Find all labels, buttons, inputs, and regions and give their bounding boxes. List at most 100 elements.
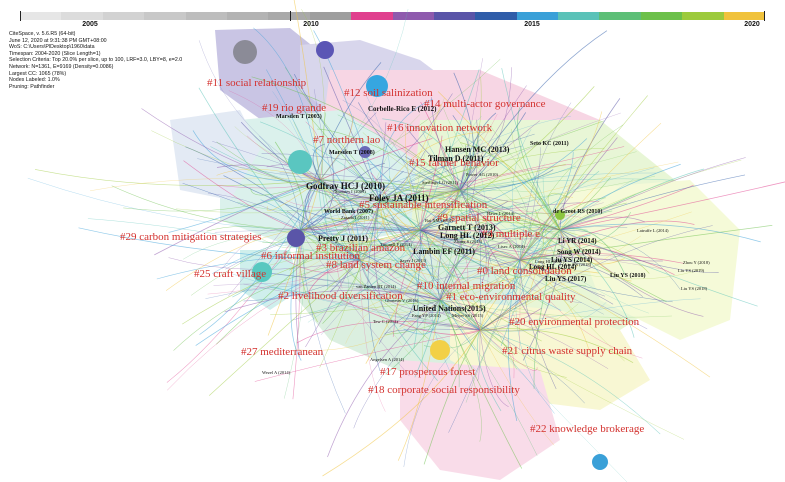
cluster-label: #17 prosperous forest bbox=[380, 366, 476, 378]
cluster-label: #1 eco-environmental quality bbox=[446, 291, 576, 303]
meta-line: June 12, 2020 at 9:31:38 PM GMT+08:00 bbox=[9, 37, 107, 44]
link-line bbox=[419, 138, 588, 231]
link-line bbox=[251, 76, 461, 191]
link-line bbox=[479, 279, 512, 331]
link-line bbox=[246, 135, 321, 181]
link-line bbox=[461, 217, 561, 236]
timeline-year-2020: 2020 bbox=[744, 21, 760, 28]
node-label: United Nations(2015) bbox=[413, 304, 486, 313]
link-line bbox=[559, 194, 636, 231]
link-line bbox=[505, 259, 521, 295]
link-line bbox=[559, 229, 635, 338]
link-line bbox=[419, 229, 454, 278]
link-line bbox=[439, 267, 576, 301]
link-line bbox=[387, 229, 561, 324]
link-line bbox=[459, 120, 540, 191]
link-line bbox=[476, 329, 502, 412]
link-line bbox=[308, 229, 421, 314]
link-line bbox=[517, 107, 561, 231]
link-line bbox=[322, 329, 481, 477]
link-line bbox=[290, 229, 302, 361]
minor-node-label: Fang YP (2014) bbox=[412, 313, 441, 318]
link-line bbox=[302, 109, 381, 201]
link-line bbox=[299, 163, 385, 231]
link-line bbox=[359, 259, 411, 356]
link-line bbox=[359, 259, 451, 314]
minor-node-label: Glorieux V (2016) bbox=[385, 298, 419, 303]
timeline-segment bbox=[516, 12, 559, 20]
link-line bbox=[440, 259, 521, 292]
node-label: Liu YS (2018) bbox=[610, 273, 646, 279]
link-line bbox=[305, 121, 323, 181]
link-line bbox=[151, 130, 381, 201]
link-line bbox=[359, 259, 438, 278]
link-line bbox=[419, 135, 443, 231]
link-line bbox=[167, 259, 361, 391]
link-line bbox=[479, 298, 701, 331]
meta-line: Selection Criteria: Top 20.0% per slice,… bbox=[9, 57, 183, 64]
link-line bbox=[459, 189, 667, 303]
link-line bbox=[414, 299, 441, 378]
link-line bbox=[225, 226, 421, 270]
timeline-segment bbox=[226, 12, 269, 20]
link-line bbox=[559, 216, 646, 231]
link-line bbox=[452, 267, 481, 331]
minor-node-label: Latruffe L (2014) bbox=[637, 228, 669, 233]
link-line bbox=[231, 273, 481, 331]
link-line bbox=[457, 189, 493, 225]
link-line bbox=[362, 132, 461, 191]
link-line bbox=[379, 199, 627, 214]
timeline-year-2015: 2015 bbox=[524, 21, 540, 28]
cluster-label: #15 farmer behavior bbox=[409, 157, 499, 169]
link-line bbox=[465, 229, 561, 403]
link-line bbox=[479, 329, 628, 482]
link-line bbox=[293, 121, 361, 261]
link-line bbox=[216, 168, 321, 181]
link-line bbox=[513, 229, 561, 293]
link-line bbox=[345, 298, 441, 344]
link-line bbox=[299, 164, 453, 231]
link-line bbox=[459, 189, 492, 265]
link-line bbox=[243, 229, 421, 302]
link-line bbox=[379, 199, 418, 252]
link-line bbox=[299, 229, 349, 295]
link-line bbox=[476, 329, 481, 381]
link-line bbox=[268, 245, 521, 261]
timeline-segment bbox=[723, 12, 766, 20]
link-line bbox=[379, 146, 625, 201]
node-label: Hansen MC (2013) bbox=[445, 145, 510, 154]
link-line bbox=[559, 184, 694, 231]
link-line bbox=[379, 98, 433, 201]
link-line bbox=[299, 229, 483, 270]
cluster-label: #27 mediterranean bbox=[241, 346, 324, 358]
link-line bbox=[420, 101, 461, 191]
link-line bbox=[419, 229, 675, 276]
cluster-label: #0 land consolidation bbox=[477, 265, 572, 277]
timeline-segment bbox=[102, 12, 145, 20]
link-line bbox=[319, 138, 433, 181]
link-line bbox=[559, 223, 761, 243]
cluster-center-node bbox=[288, 150, 312, 174]
link-line bbox=[419, 201, 508, 231]
link-line bbox=[166, 229, 301, 383]
link-line bbox=[403, 299, 441, 335]
link-line bbox=[324, 224, 521, 261]
link-line bbox=[197, 158, 461, 191]
cluster-center-node bbox=[430, 340, 450, 360]
link-line bbox=[316, 219, 361, 262]
cluster-label: #25 craft village bbox=[194, 268, 267, 280]
link-line bbox=[299, 229, 346, 414]
link-line bbox=[299, 209, 375, 231]
link-line bbox=[419, 229, 449, 256]
link-line bbox=[404, 125, 561, 231]
cluster-label: #21 citrus waste supply chain bbox=[502, 345, 633, 357]
link-line bbox=[434, 189, 461, 310]
link-line bbox=[559, 157, 746, 231]
timeline-segment bbox=[475, 12, 517, 20]
network-metadata: CiteSpace, v. 5.6.R5 (64-bit) June 12, 2… bbox=[9, 31, 182, 90]
link-line bbox=[536, 198, 561, 231]
cluster-label: #8 land system change bbox=[326, 259, 426, 271]
meta-line: Largest CC: 1065 (78%) bbox=[9, 70, 67, 77]
link-line bbox=[460, 142, 561, 231]
link-line bbox=[379, 122, 387, 201]
